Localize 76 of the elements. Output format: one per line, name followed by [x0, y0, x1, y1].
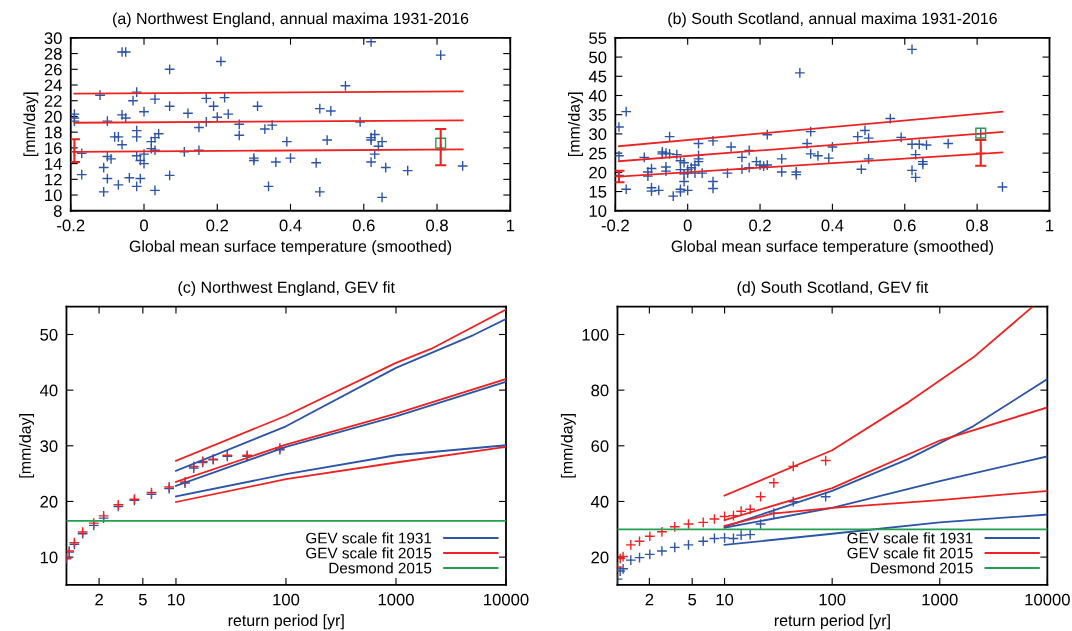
y-tick-label: 60 [591, 440, 609, 452]
y-tick-label: 16 [45, 142, 62, 155]
x-tick-label: 10000 [484, 593, 529, 606]
x-tick-label: 0.2 [749, 219, 771, 232]
x-axis-title: return period [yr] [774, 614, 890, 630]
x-axis-title: Global mean surface temperature (smoothed) [671, 240, 993, 256]
y-tick-label: 10 [40, 551, 58, 564]
y-tick-label: 20 [44, 110, 62, 123]
legend-label: Desmond 2015 [870, 562, 973, 574]
y-tick-label: 40 [588, 89, 607, 102]
y-tick-label: 80 [591, 384, 609, 397]
y-axis-title: [mm/day] [23, 92, 39, 156]
y-tick-label: 50 [40, 328, 58, 341]
x-tick-label: 1 [506, 219, 515, 232]
legend-label: GEV scale fit 2015 [306, 547, 432, 559]
y-tick-label: 10 [589, 205, 607, 217]
y-tick-label: 15 [589, 186, 607, 198]
x-tick-label: 2 [645, 593, 654, 606]
y-tick-label: 8 [53, 205, 62, 217]
chart-title: (b) South Scotland, annual maxima 1931-2016 [668, 12, 997, 28]
x-tick-label: -0.2 [601, 219, 629, 232]
x-tick-label: 0.6 [352, 219, 375, 232]
y-tick-label: 50 [589, 51, 607, 64]
y-axis-title: [mm/day] [560, 414, 576, 478]
y-tick-label: 14 [45, 158, 62, 170]
y-tick-label: 100 [582, 328, 609, 341]
y-tick-label: 20 [589, 166, 607, 179]
y-tick-label: 30 [44, 32, 62, 45]
y-axis-title: [mm/day] [19, 414, 35, 478]
x-tick-label: 5 [138, 593, 147, 606]
x-tick-label: 10 [167, 593, 185, 606]
x-tick-label: 2 [95, 593, 103, 606]
x-tick-label: 0 [683, 219, 692, 232]
y-tick-label: 30 [589, 128, 607, 141]
x-tick-label: 0.4 [821, 219, 844, 232]
y-tick-label: 24 [44, 79, 62, 92]
x-axis-title: Global mean surface temperature (smoothed) [129, 240, 452, 256]
x-tick-label: 1000 [922, 593, 958, 606]
x-tick-label: 0.8 [426, 219, 448, 232]
y-tick-label: 18 [45, 126, 62, 139]
x-tick-label: -0.2 [57, 219, 85, 232]
y-tick-label: 40 [39, 384, 58, 397]
chart-title: (a) Northwest England, annual maxima 1931-2016 [113, 12, 469, 28]
y-tick-label: 28 [44, 47, 62, 60]
y-tick-label: 55 [589, 32, 607, 45]
x-tick-label: 10 [716, 593, 734, 606]
x-tick-label: 0.2 [206, 219, 229, 232]
x-tick-label: 1 [1046, 219, 1054, 232]
x-axis-title: return period [yr] [228, 614, 344, 630]
x-tick-label: 1000 [378, 593, 414, 606]
y-tick-label: 12 [45, 173, 62, 186]
y-tick-label: 26 [44, 63, 62, 76]
x-tick-label: 5 [688, 593, 697, 606]
y-tick-label: 25 [589, 147, 607, 160]
x-tick-label: 0.6 [893, 219, 916, 232]
x-tick-label: 10000 [1025, 593, 1070, 606]
x-tick-label: 100 [273, 593, 300, 606]
y-tick-label: 45 [588, 70, 607, 83]
y-tick-label: 20 [40, 495, 58, 508]
chart-title: (c) Northwest England, GEV fit [178, 281, 395, 297]
x-tick-label: 0 [140, 219, 148, 232]
x-tick-label: 0.8 [966, 219, 988, 232]
y-tick-label: 35 [589, 109, 607, 121]
legend-label: GEV scale fit 1931 [847, 532, 973, 544]
y-tick-label: 22 [44, 95, 62, 107]
legend-label: GEV scale fit 2015 [847, 547, 973, 559]
y-axis-title: [mm/day] [568, 92, 583, 156]
y-tick-label: 10 [45, 189, 62, 202]
legend-label: GEV scale fit 1931 [306, 532, 432, 544]
y-tick-label: 40 [590, 495, 609, 508]
y-tick-label: 30 [40, 440, 58, 452]
y-tick-label: 20 [591, 551, 609, 564]
chart-title: (d) South Scotland, GEV fit [737, 281, 929, 297]
x-tick-label: 100 [819, 593, 846, 606]
x-tick-label: 0.4 [279, 219, 302, 232]
legend-label: Desmond 2015 [329, 562, 432, 574]
